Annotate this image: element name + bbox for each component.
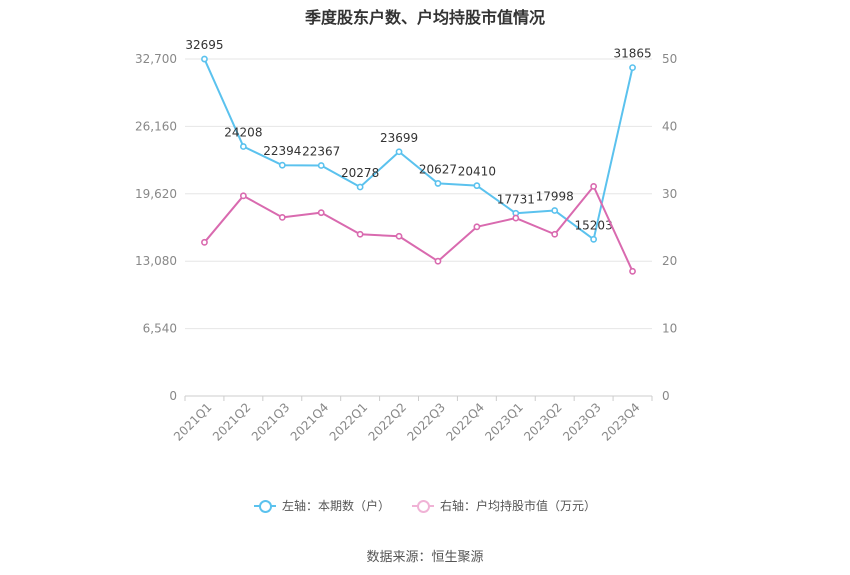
data-source: 数据来源：恒生聚源: [366, 550, 484, 565]
data-label: 17731: [497, 192, 535, 206]
legend-item-right-series[interactable]: 右轴：户均持股市值（万元）: [412, 497, 596, 514]
data-label: 31865: [613, 47, 651, 61]
data-label: 17998: [536, 190, 574, 204]
data-label: 22367: [302, 144, 340, 158]
data-point-right: [512, 214, 520, 222]
right-axis-tick-label: 50: [662, 52, 677, 66]
data-point-left: [473, 182, 481, 190]
data-point-right: [551, 230, 559, 238]
data-point-right: [434, 257, 442, 265]
x-axis-category-label: 2022Q2: [366, 400, 410, 444]
x-axis-category-label: 2023Q4: [599, 400, 643, 444]
data-point-right: [239, 192, 247, 200]
data-point-left: [629, 64, 636, 72]
data-point-right: [590, 182, 598, 190]
data-point-right: [278, 213, 286, 221]
data-point-left: [278, 161, 286, 169]
right-axis-tick-label: 10: [662, 322, 677, 336]
data-point-right: [201, 238, 208, 246]
left-axis-tick-label: 32,700: [135, 52, 177, 66]
x-axis-category-label: 2023Q1: [482, 400, 526, 444]
chart-title: 季度股东户数、户均持股市值情况: [304, 8, 545, 27]
data-point-left: [201, 55, 208, 63]
data-point-right: [395, 232, 403, 240]
right-axis-tick-label: 40: [662, 119, 677, 133]
series-line-left: [203, 58, 634, 241]
right-axis-tick-label: 0: [662, 389, 670, 403]
data-point-left: [434, 180, 442, 187]
data-point-left: [356, 183, 364, 191]
x-axis-category-label: 2021Q2: [210, 400, 254, 444]
x-axis-category-label: 2022Q4: [443, 400, 487, 444]
left-axis-tick-label: 19,620: [135, 187, 177, 201]
data-point-left: [239, 143, 247, 150]
legend: 左轴：本期数（户） 右轴：户均持股市值（万元）: [0, 497, 850, 514]
right-axis-tick-label: 30: [662, 187, 677, 201]
data-label: 23699: [380, 131, 418, 145]
data-point-right: [317, 209, 325, 217]
data-label: 20627: [419, 162, 457, 176]
x-axis-category-label: 2021Q3: [249, 400, 293, 444]
data-point-left: [395, 148, 403, 156]
data-label: 20278: [341, 166, 379, 180]
data-point-right: [356, 230, 364, 238]
data-point-left: [590, 235, 598, 243]
legend-label-right-series: 右轴：户均持股市值（万元）: [440, 499, 597, 513]
series-line-right: [203, 185, 634, 272]
data-label: 20410: [458, 165, 496, 179]
data-point-right: [473, 223, 481, 231]
x-axis-category-label: 2023Q3: [560, 400, 604, 444]
left-axis-tick-label: 13,080: [135, 254, 177, 268]
data-point-right: [629, 267, 636, 275]
x-axis-category-label: 2022Q3: [405, 400, 449, 444]
data-point-left: [317, 162, 325, 169]
legend-swatch-pink-icon: [412, 499, 434, 513]
x-axis-category-label: 2023Q2: [521, 400, 565, 444]
legend-item-left-series[interactable]: 左轴：本期数（户）: [253, 497, 390, 514]
right-axis-tick-label: 20: [662, 254, 677, 268]
legend-label-left-series: 左轴：本期数（户）: [281, 499, 390, 513]
data-point-left: [551, 207, 559, 214]
left-axis-tick-label: 0: [169, 389, 177, 403]
x-axis-category-label: 2021Q1: [171, 400, 215, 444]
data-label: 24208: [224, 126, 262, 140]
data-label: 32695: [185, 38, 223, 52]
data-label: 22394: [263, 144, 301, 158]
x-axis-category-label: 2022Q1: [327, 400, 371, 444]
data-label: 15203: [575, 218, 613, 232]
x-axis-category-label: 2021Q4: [288, 400, 332, 444]
legend-swatch-blue-icon: [253, 499, 276, 513]
left-axis-tick-label: 6,540: [143, 322, 177, 336]
left-axis-tick-label: 26,160: [135, 119, 177, 133]
